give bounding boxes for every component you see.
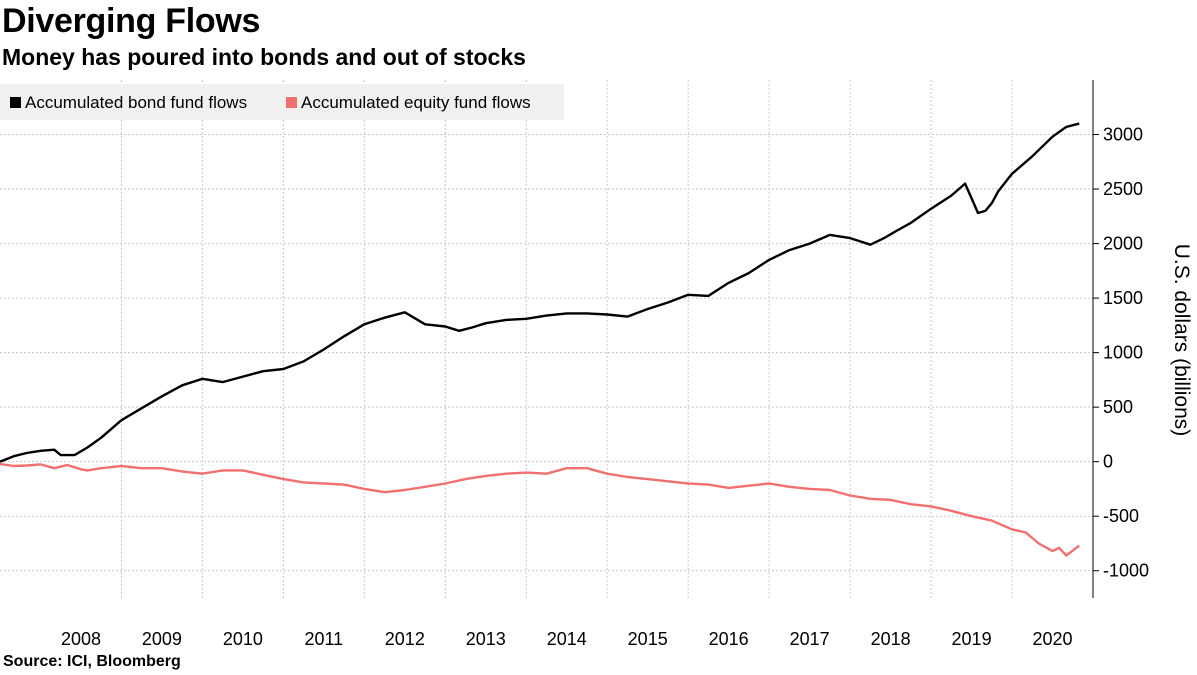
y-tick-label: 2500 — [1103, 179, 1143, 199]
x-tick-label: 2011 — [304, 629, 343, 649]
x-tick-label: 2019 — [952, 629, 992, 649]
x-tick-label: 2008 — [61, 629, 101, 649]
series-line-bond-fund-flows — [0, 122, 1080, 463]
legend-label: Accumulated bond fund flows — [25, 93, 247, 112]
series-line-equity-fund-flows — [0, 462, 1080, 557]
x-tick-label: 2013 — [466, 629, 506, 649]
legend-swatch — [286, 97, 297, 108]
chart-title: Diverging Flows — [2, 2, 261, 40]
chart-subtitle: Money has poured into bonds and out of s… — [2, 44, 526, 70]
x-tick-label: 2009 — [142, 629, 182, 649]
y-tick-label: 0 — [1103, 452, 1113, 472]
y-tick-label: -500 — [1103, 506, 1139, 526]
legend-swatch — [10, 97, 21, 108]
source-note: Source: ICI, Bloomberg — [3, 653, 181, 670]
y-axis-label: U.S. dollars (billions) — [1170, 244, 1193, 437]
y-tick-label: 3000 — [1103, 125, 1143, 145]
x-tick-label: 2018 — [871, 629, 911, 649]
y-tick-label: -1000 — [1103, 561, 1149, 581]
y-tick-label: 500 — [1103, 397, 1133, 417]
x-tick-label: 2014 — [547, 629, 587, 649]
y-tick-label: 1500 — [1103, 288, 1143, 308]
x-tick-label: 2017 — [790, 629, 830, 649]
x-tick-label: 2010 — [223, 629, 263, 649]
series-layer — [0, 122, 1080, 557]
grid — [0, 80, 1093, 598]
legend: Accumulated bond fund flows Accumulated e… — [0, 84, 564, 120]
y-tick-label: 2000 — [1103, 234, 1143, 254]
y-axis: -1000 -500 0 500 1000 1500 2000 2500 3000 — [1092, 80, 1149, 598]
x-axis: 2008 2009 2010 2011 2012 2013 2014 2015 2016 2017… — [61, 629, 1073, 649]
x-tick-label: 2012 — [385, 629, 425, 649]
legend-label: Accumulated equity fund flows — [301, 93, 531, 112]
x-tick-label: 2016 — [709, 629, 749, 649]
y-tick-label: 1000 — [1103, 343, 1143, 363]
x-tick-label: 2020 — [1032, 629, 1072, 649]
legend-background — [0, 84, 564, 120]
x-tick-label: 2015 — [628, 629, 668, 649]
